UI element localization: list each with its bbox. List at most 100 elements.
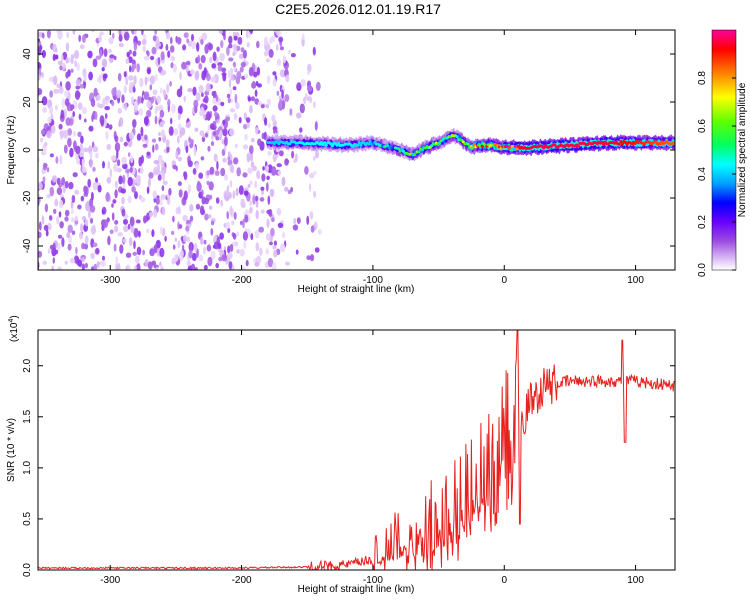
noise-speckle xyxy=(114,220,119,225)
noise-speckle xyxy=(195,162,199,170)
noise-speckle xyxy=(49,153,54,158)
noise-speckle xyxy=(230,75,235,81)
noise-speckle xyxy=(41,32,45,39)
noise-speckle xyxy=(113,163,118,172)
noise-speckle xyxy=(249,105,253,114)
noise-speckle xyxy=(167,50,171,58)
noise-speckle xyxy=(232,190,236,200)
noise-speckle xyxy=(229,87,232,96)
noise-speckle xyxy=(273,240,277,246)
noise-speckle xyxy=(271,166,277,176)
noise-speckle xyxy=(193,242,198,252)
noise-speckle xyxy=(148,172,154,179)
noise-speckle xyxy=(97,184,102,193)
noise-speckle xyxy=(107,161,111,170)
noise-speckle xyxy=(60,54,64,62)
noise-speckle xyxy=(132,50,137,57)
noise-speckle xyxy=(201,32,208,41)
noise-speckle xyxy=(137,95,140,106)
noise-speckle xyxy=(118,175,123,185)
noise-speckle xyxy=(238,53,244,60)
noise-speckle xyxy=(245,30,249,39)
noise-speckle xyxy=(65,71,69,79)
noise-speckle xyxy=(218,30,223,34)
colorbar: 0.0 0.2 0.4 0.6 0.8 Normalized spectral ampl… xyxy=(697,29,748,277)
noise-speckle xyxy=(154,74,158,82)
noise-speckle xyxy=(220,101,225,107)
noise-speckle xyxy=(200,156,205,161)
noise-speckle xyxy=(293,217,297,225)
noise-speckle xyxy=(53,208,57,214)
noise-speckle xyxy=(71,209,74,214)
noise-speckle xyxy=(171,230,175,235)
noise-speckle xyxy=(151,138,157,143)
noise-speckle xyxy=(106,176,112,184)
noise-speckle xyxy=(133,227,139,238)
noise-speckle xyxy=(208,181,214,191)
noise-speckle xyxy=(252,165,257,172)
noise-speckle xyxy=(221,254,228,262)
noise-speckle xyxy=(315,81,321,91)
noise-speckle xyxy=(81,263,86,270)
noise-speckle xyxy=(308,172,315,179)
noise-speckle xyxy=(74,50,80,59)
noise-speckle xyxy=(101,67,105,72)
noise-speckle xyxy=(61,97,65,108)
noise-speckle xyxy=(129,81,135,88)
noise-speckle xyxy=(157,56,161,65)
signal-mark xyxy=(357,141,361,145)
noise-speckle xyxy=(57,242,61,252)
noise-speckle xyxy=(263,131,267,141)
noise-speckle xyxy=(129,65,132,73)
noise-speckle xyxy=(44,203,49,213)
signal-mark xyxy=(513,144,517,148)
signal-mark xyxy=(455,135,459,139)
noise-speckle xyxy=(273,30,279,33)
noise-speckle xyxy=(147,261,153,270)
noise-speckle xyxy=(291,150,295,159)
noise-speckle xyxy=(206,170,210,176)
noise-speckle xyxy=(279,69,286,78)
noise-speckle xyxy=(210,228,214,236)
noise-speckle xyxy=(266,43,271,52)
signal-mark xyxy=(507,147,511,150)
signal-mark xyxy=(386,144,390,148)
snr-scale-exponent: 4 xyxy=(8,319,15,323)
noise-speckle xyxy=(58,123,63,130)
noise-speckle xyxy=(257,138,262,146)
noise-speckle xyxy=(134,101,138,111)
noise-speckle xyxy=(222,119,226,125)
snr-x-tick-label: 0 xyxy=(501,575,507,586)
noise-speckle xyxy=(127,223,131,230)
noise-speckle xyxy=(216,160,219,171)
noise-speckle xyxy=(216,46,220,52)
noise-speckle xyxy=(149,211,153,218)
colorbar-tick-label: 0.6 xyxy=(697,119,708,133)
noise-speckle xyxy=(243,190,249,196)
noise-speckle xyxy=(273,250,278,258)
noise-speckle xyxy=(136,178,141,187)
noise-speckle xyxy=(226,211,229,220)
noise-speckle xyxy=(51,265,54,270)
noise-speckle xyxy=(278,36,284,43)
noise-speckle xyxy=(183,32,189,39)
noise-speckle xyxy=(162,206,166,216)
noise-speckle xyxy=(198,84,204,94)
noise-speckle xyxy=(205,83,211,93)
noise-speckle xyxy=(233,35,238,41)
noise-speckle xyxy=(100,260,106,267)
noise-speckle xyxy=(61,177,66,186)
noise-speckle xyxy=(187,88,193,93)
noise-speckle xyxy=(74,90,81,101)
noise-speckle xyxy=(192,168,197,175)
noise-speckle xyxy=(259,247,263,256)
noise-speckle xyxy=(123,71,127,78)
noise-speckle xyxy=(146,50,150,57)
noise-speckle xyxy=(255,40,260,49)
noise-speckle xyxy=(74,189,80,195)
noise-speckle xyxy=(296,217,301,225)
noise-speckle xyxy=(314,121,318,131)
noise-speckle xyxy=(96,261,100,268)
noise-speckle xyxy=(225,221,231,231)
noise-speckle xyxy=(241,202,246,208)
